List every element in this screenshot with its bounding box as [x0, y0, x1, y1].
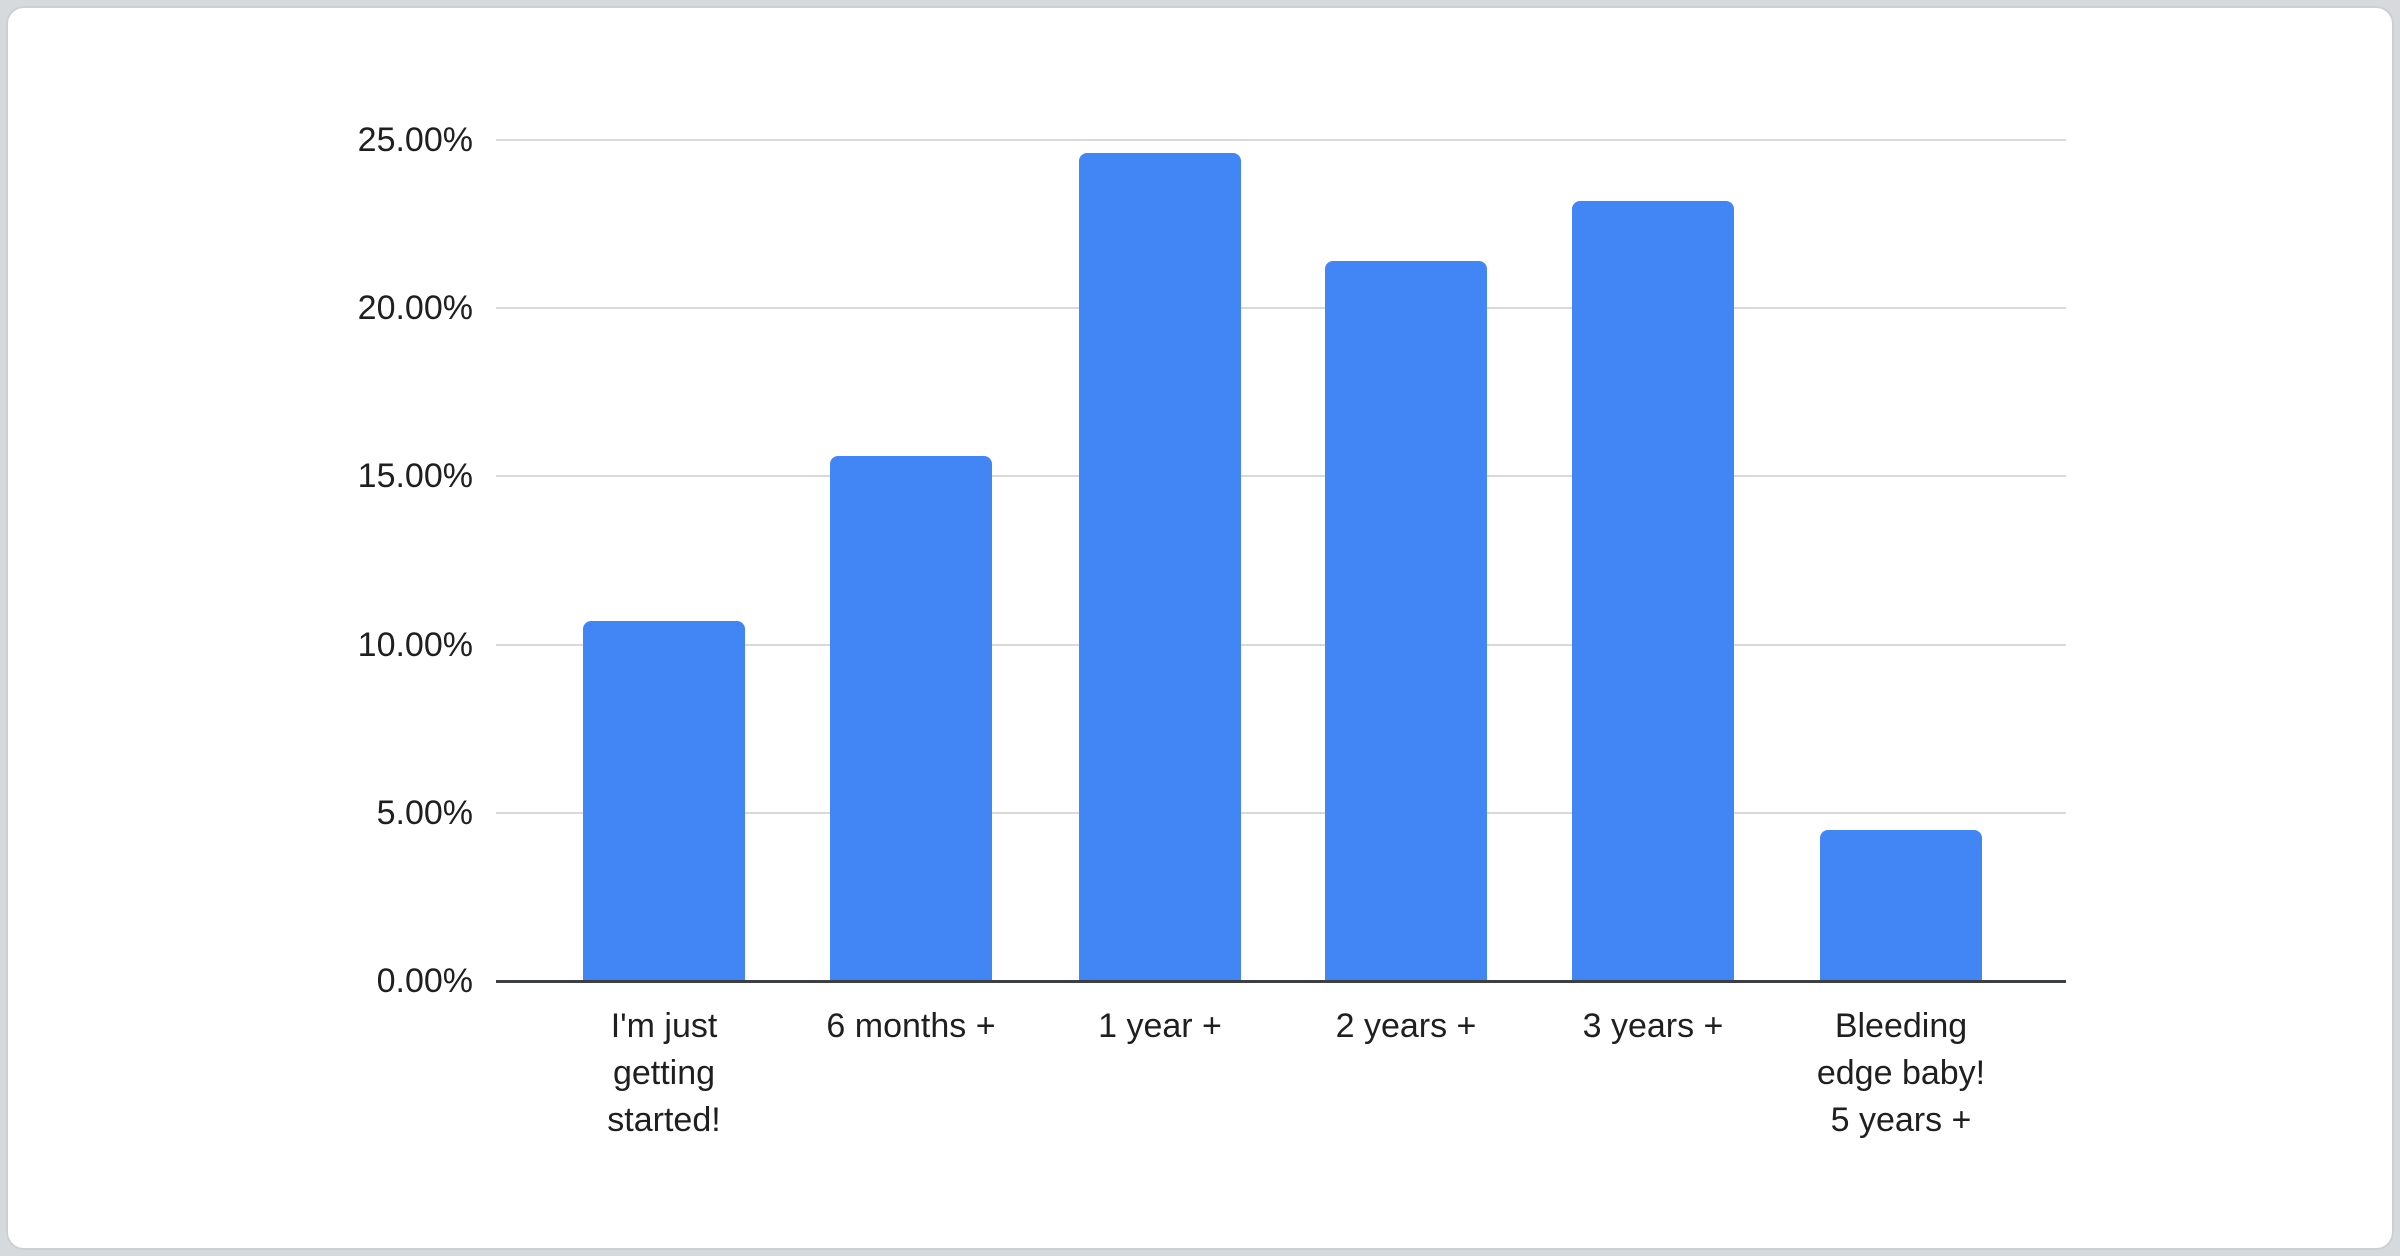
gridline-10pct: [496, 643, 2066, 646]
y-axis-tick-label: 25.00%: [357, 121, 473, 159]
x-axis-tick-label-line: edge baby!: [1816, 1054, 1986, 1092]
gridline-5pct: [496, 811, 2066, 814]
x-axis-tick-label-line: getting: [612, 1054, 716, 1092]
x-axis-tick-label-line: 2 years +: [1335, 1007, 1477, 1045]
gridline-25pct: [496, 139, 2066, 141]
y-axis-tick-label: 0.00%: [376, 962, 473, 1000]
gridline-15pct: [496, 475, 2066, 478]
y-axis-tick-label: 20.00%: [357, 289, 473, 328]
x-axis-tick-label-line: I'm just: [610, 1007, 718, 1045]
x-axis-tick-label: 1 year +: [995, 1003, 1325, 1050]
x-axis-tick-label: Bleeding edge baby! 5 years +: [1736, 1003, 2066, 1144]
bar-2[interactable]: [830, 456, 992, 981]
x-axis-tick-label: 3 years +: [1488, 1003, 1818, 1050]
bar-3[interactable]: [1079, 153, 1241, 981]
bar-1[interactable]: [583, 621, 745, 981]
x-axis-tick-label-line: 6 months +: [826, 1007, 996, 1045]
x-axis-tick-label-line: 5 years +: [1830, 1101, 1972, 1139]
bar-4[interactable]: [1325, 261, 1487, 981]
x-axis-tick-label-line: started!: [607, 1101, 721, 1139]
gridline-20pct: [496, 307, 2066, 310]
x-axis-tick-label: 2 years +: [1241, 1003, 1571, 1050]
y-axis-tick-label: 5.00%: [376, 793, 473, 832]
y-axis-tick-label: 10.00%: [357, 625, 473, 664]
x-axis-tick-label-line: 3 years +: [1582, 1007, 1724, 1045]
x-axis-tick-label-line: Bleeding: [1834, 1007, 1968, 1045]
x-axis-tick-label: I'm just getting started!: [499, 1003, 829, 1144]
bar-5[interactable]: [1572, 201, 1734, 981]
x-axis-tick-label-line: 1 year +: [1098, 1007, 1222, 1045]
x-axis-tick-label: 6 months +: [746, 1003, 1076, 1050]
y-axis-tick-label: 15.00%: [357, 457, 473, 496]
x-axis-line: [496, 980, 2066, 983]
bar-6[interactable]: [1820, 830, 1982, 981]
